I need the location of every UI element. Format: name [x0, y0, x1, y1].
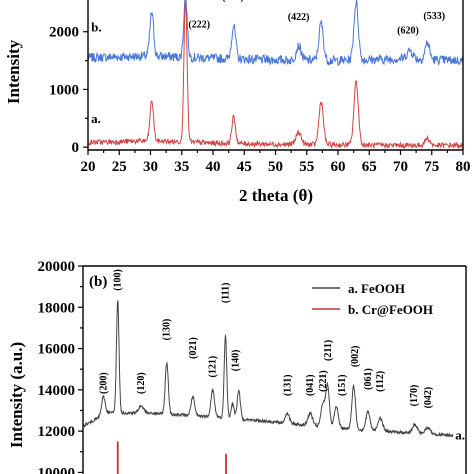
- bottom-peak-label: (151): [337, 374, 348, 396]
- top-series-line-a: [87, 0, 464, 150]
- bottom-y-tick-label: 12000: [38, 424, 76, 440]
- bottom-peak-label: (120): [136, 372, 147, 394]
- bottom-y-axis-title: Intensity (a.u.): [7, 342, 26, 448]
- bottom-peak-label: (002): [350, 345, 361, 367]
- top-x-tick-label: 40: [206, 159, 221, 175]
- top-x-tick-label: 65: [362, 159, 377, 175]
- top-series-label: a.: [91, 111, 101, 126]
- top-x-tick-label: 60: [331, 159, 346, 175]
- bottom-peak-label: (200): [98, 372, 109, 394]
- bottom-peak-label: (140): [231, 350, 242, 372]
- top-peak-label: (400): [222, 0, 244, 3]
- top-y-ticks: 0 1000 2000: [49, 25, 88, 156]
- top-peak-label: (222): [188, 20, 210, 31]
- bottom-annotations: (200) (100) (120) (130) (021) (111) (121) (140)…: [98, 269, 465, 443]
- bottom-chart: (200) (100) (120) (130) (021) (111) (121) (140)…: [7, 259, 467, 474]
- bottom-series-group: [82, 300, 454, 474]
- bottom-peak-label: (021): [188, 337, 199, 359]
- bottom-panel-label: (b): [89, 274, 107, 290]
- bottom-peak-label: (211): [323, 340, 334, 361]
- bottom-peak-label: (041): [305, 374, 316, 396]
- top-x-tick-label: 20: [81, 159, 96, 175]
- top-series-group: [87, 0, 464, 150]
- top-y-axis-title: Intensity: [4, 39, 23, 104]
- bottom-peak-label: (042): [423, 387, 434, 409]
- bottom-peak-label: (112): [375, 371, 386, 392]
- top-y-tick-label: 0: [72, 140, 80, 156]
- top-peak-label: (533): [423, 11, 445, 22]
- top-x-axis-title: 2 theta (θ): [239, 186, 313, 205]
- bottom-axes: [82, 265, 467, 474]
- top-x-tick-label: 30: [143, 159, 158, 175]
- top-peak-label: (620): [397, 25, 419, 36]
- bottom-peak-label: (130): [162, 319, 173, 341]
- top-annotations: (222) (400) (422) (620) (533) b. a.: [91, 0, 445, 126]
- top-x-tick-label: 25: [112, 159, 127, 175]
- bottom-peak-label: (170): [409, 385, 420, 407]
- top-x-tick-label: 75: [424, 159, 439, 175]
- top-x-tick-label: 55: [299, 159, 314, 175]
- bottom-peak-label: (111): [220, 283, 231, 304]
- bottom-y-tick-label: 20000: [38, 259, 76, 275]
- top-series-line-b: [87, 0, 464, 66]
- top-y-tick-label: 1000: [49, 82, 79, 98]
- top-x-tick-label: 70: [393, 159, 408, 175]
- bottom-y-tick-label: 18000: [38, 300, 76, 316]
- bottom-peak-label: (121): [208, 356, 219, 378]
- bottom-y-ticks: 10000 12000 14000 16000 18000 20000: [38, 259, 83, 474]
- bottom-peak-label: (221): [318, 370, 329, 392]
- top-axes: [87, 0, 464, 151]
- top-series-label: b.: [91, 20, 101, 35]
- top-y-tick-label: 2000: [49, 25, 79, 41]
- top-peak-label: (422): [288, 12, 310, 23]
- top-chart: (222) (400) (422) (620) (533) b. a. 20 25 30 35 40…: [4, 0, 471, 205]
- bottom-y-tick-label: 16000: [38, 342, 76, 358]
- legend-label-feooh: a. FeOOH: [348, 281, 405, 296]
- bottom-peak-label: (131): [282, 374, 293, 396]
- bottom-peak-label: (100): [113, 269, 124, 291]
- top-x-ticks: 20 25 30 35 40 45 50 55 60 65 70 75 80: [81, 150, 471, 175]
- top-x-tick-label: 45: [237, 159, 252, 175]
- bottom-y-tick-label: 14000: [38, 383, 76, 399]
- top-x-tick-label: 50: [268, 159, 283, 175]
- legend-label-cr-feooh: b. Cr@FeOOH: [348, 302, 433, 317]
- bottom-series-line-feooh: [82, 300, 454, 438]
- bottom-legend: a. FeOOH b. Cr@FeOOH: [312, 281, 433, 317]
- top-x-tick-label: 80: [456, 159, 471, 175]
- bottom-peak-label: (061): [363, 368, 374, 390]
- bottom-y-tick-label: 10000: [38, 465, 76, 474]
- bottom-series-end-label: a.: [455, 428, 465, 443]
- top-x-tick-label: 35: [174, 159, 189, 175]
